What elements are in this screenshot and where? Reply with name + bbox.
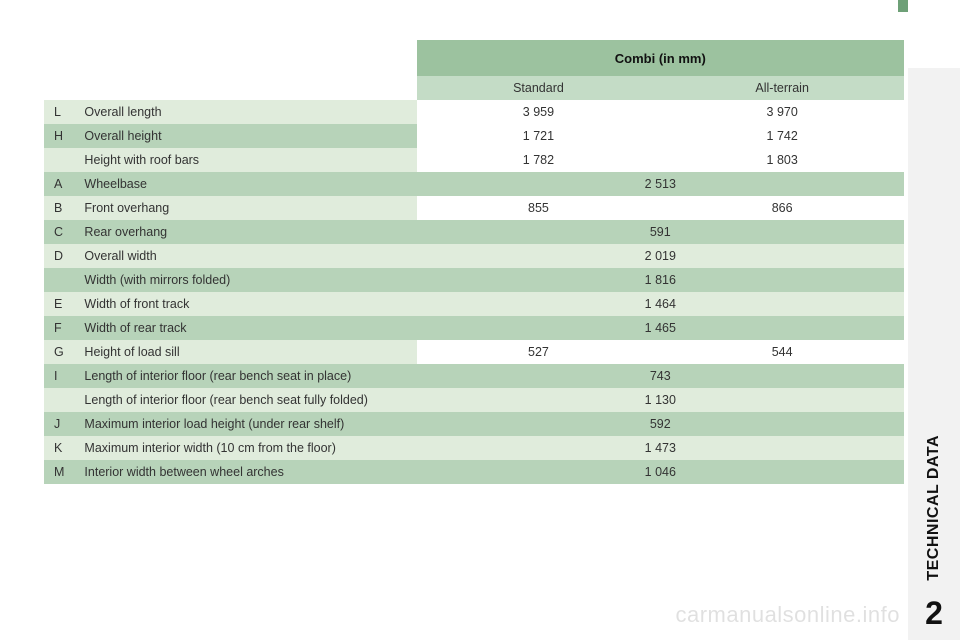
table-row: AWheelbase2 513 xyxy=(44,172,904,196)
row-code: D xyxy=(44,244,74,268)
table-body: LOverall length3 9593 970HOverall height… xyxy=(44,100,904,484)
row-code: G xyxy=(44,340,74,364)
row-code: J xyxy=(44,412,74,436)
row-code: A xyxy=(44,172,74,196)
row-code xyxy=(44,388,74,412)
row-value-allterrain: 1 742 xyxy=(660,124,904,148)
row-value-span: 591 xyxy=(417,220,904,244)
row-code: E xyxy=(44,292,74,316)
table-subheader-row: Standard All-terrain xyxy=(44,76,904,100)
row-label: Length of interior floor (rear bench sea… xyxy=(74,364,416,388)
row-value-standard: 3 959 xyxy=(417,100,661,124)
dimensions-table: Combi (in mm) Standard All-terrain LOver… xyxy=(44,40,904,484)
table-row: HOverall height1 7211 742 xyxy=(44,124,904,148)
row-value-standard: 527 xyxy=(417,340,661,364)
table-row: FWidth of rear track1 465 xyxy=(44,316,904,340)
row-code: F xyxy=(44,316,74,340)
row-value-span: 743 xyxy=(417,364,904,388)
side-section-number: 2 xyxy=(925,595,943,632)
row-code xyxy=(44,268,74,292)
watermark-text: carmanualsonline.info xyxy=(675,602,900,628)
row-code: M xyxy=(44,460,74,484)
header-blank-label xyxy=(74,40,416,76)
subheader-blank-label xyxy=(74,76,416,100)
row-value-allterrain: 866 xyxy=(660,196,904,220)
row-label: Overall width xyxy=(74,244,416,268)
row-code: I xyxy=(44,364,74,388)
row-value-allterrain: 544 xyxy=(660,340,904,364)
row-label: Length of interior floor (rear bench sea… xyxy=(74,388,416,412)
table-row: MInterior width between wheel arches1 04… xyxy=(44,460,904,484)
row-label: Maximum interior width (10 cm from the f… xyxy=(74,436,416,460)
row-value-span: 1 046 xyxy=(417,460,904,484)
header-span: Combi (in mm) xyxy=(417,40,904,76)
row-value-span: 1 816 xyxy=(417,268,904,292)
row-code: C xyxy=(44,220,74,244)
row-label: Height of load sill xyxy=(74,340,416,364)
table-header-row: Combi (in mm) xyxy=(44,40,904,76)
row-value-span: 592 xyxy=(417,412,904,436)
row-value-span: 1 465 xyxy=(417,316,904,340)
row-value-allterrain: 3 970 xyxy=(660,100,904,124)
row-value-allterrain: 1 803 xyxy=(660,148,904,172)
table-row: Height with roof bars1 7821 803 xyxy=(44,148,904,172)
row-label: Width of front track xyxy=(74,292,416,316)
row-value-standard: 855 xyxy=(417,196,661,220)
row-value-span: 1 473 xyxy=(417,436,904,460)
header-blank-code xyxy=(44,40,74,76)
table-row: JMaximum interior load height (under rea… xyxy=(44,412,904,436)
row-label: Interior width between wheel arches xyxy=(74,460,416,484)
row-value-span: 1 130 xyxy=(417,388,904,412)
row-code: L xyxy=(44,100,74,124)
row-value-standard: 1 721 xyxy=(417,124,661,148)
row-label: Front overhang xyxy=(74,196,416,220)
row-label: Overall height xyxy=(74,124,416,148)
table-row: BFront overhang855866 xyxy=(44,196,904,220)
side-section-label: TECHNICAL DATA xyxy=(925,435,943,581)
row-label: Wheelbase xyxy=(74,172,416,196)
row-code xyxy=(44,148,74,172)
row-value-span: 1 464 xyxy=(417,292,904,316)
table-row: Width (with mirrors folded)1 816 xyxy=(44,268,904,292)
table-row: CRear overhang591 xyxy=(44,220,904,244)
row-label: Width (with mirrors folded) xyxy=(74,268,416,292)
row-value-span: 2 019 xyxy=(417,244,904,268)
table-row: EWidth of front track1 464 xyxy=(44,292,904,316)
row-label: Height with roof bars xyxy=(74,148,416,172)
subheader-standard: Standard xyxy=(417,76,661,100)
row-label: Rear overhang xyxy=(74,220,416,244)
table-row: Length of interior floor (rear bench sea… xyxy=(44,388,904,412)
subheader-blank-code xyxy=(44,76,74,100)
row-label: Maximum interior load height (under rear… xyxy=(74,412,416,436)
table-row: LOverall length3 9593 970 xyxy=(44,100,904,124)
row-code: B xyxy=(44,196,74,220)
side-band: TECHNICAL DATA 2 xyxy=(908,68,960,640)
row-code: H xyxy=(44,124,74,148)
table-row: ILength of interior floor (rear bench se… xyxy=(44,364,904,388)
table-row: DOverall width2 019 xyxy=(44,244,904,268)
row-code: K xyxy=(44,436,74,460)
row-label: Width of rear track xyxy=(74,316,416,340)
row-value-standard: 1 782 xyxy=(417,148,661,172)
row-value-span: 2 513 xyxy=(417,172,904,196)
row-label: Overall length xyxy=(74,100,416,124)
top-accent-mark xyxy=(898,0,908,12)
table-row: KMaximum interior width (10 cm from the … xyxy=(44,436,904,460)
table-row: GHeight of load sill527544 xyxy=(44,340,904,364)
subheader-allterrain: All-terrain xyxy=(660,76,904,100)
